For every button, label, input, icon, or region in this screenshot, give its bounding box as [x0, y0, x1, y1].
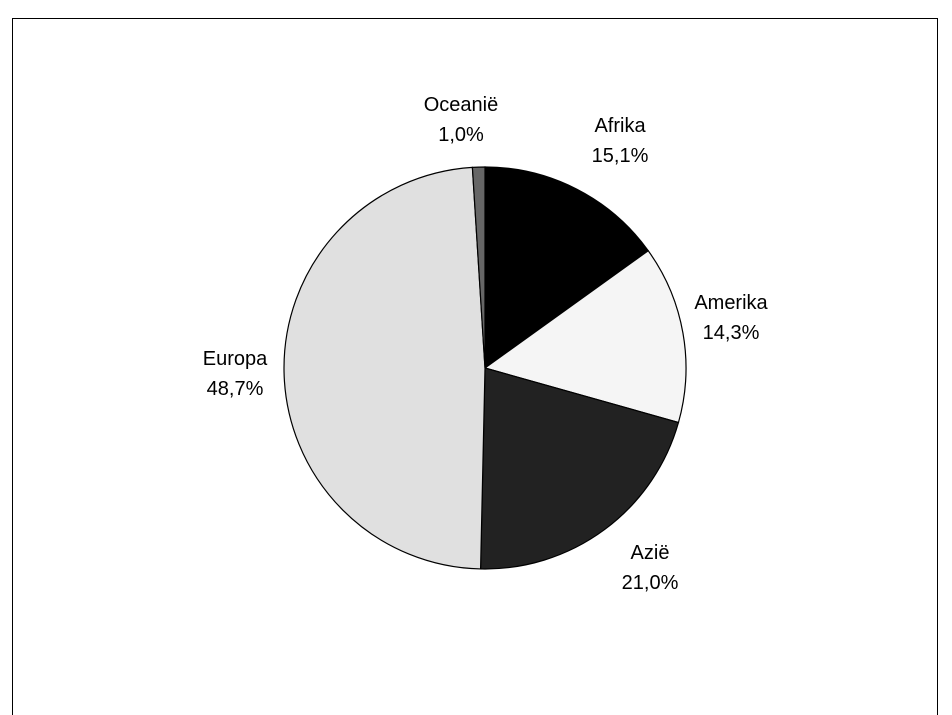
pie-chart: Afrika 15,1% Amerika 14,3% Azië 21,0% Europa 48…	[203, 94, 769, 594]
figure-caption	[0, 0, 952, 10]
slice-value-label: 14,3%	[703, 322, 760, 344]
pie-slices	[283, 166, 687, 570]
slice-value-label: 15,1%	[592, 145, 649, 167]
pie-slice-amerika	[483, 249, 687, 424]
pie-slice-oceani-	[471, 166, 486, 369]
slice-name-label: Azië	[631, 542, 670, 564]
slice-name-label: Amerika	[694, 292, 768, 314]
pie-slice-afrika	[484, 166, 650, 370]
slice-name-label: Europa	[203, 348, 268, 370]
pie-slice-europa	[283, 166, 486, 570]
slice-name-label: Afrika	[594, 115, 646, 137]
pie-slice-azi-	[479, 367, 680, 570]
slice-value-label: 1,0%	[438, 124, 484, 146]
slice-value-label: 48,7%	[207, 378, 264, 400]
pie-labels: Afrika 15,1% Amerika 14,3% Azië 21,0% Europa 48…	[203, 94, 769, 594]
slice-name-label: Oceanië	[424, 94, 499, 116]
slice-value-label: 21,0%	[622, 572, 679, 594]
chart-frame: Afrika 15,1% Amerika 14,3% Azië 21,0% Europa 48…	[12, 18, 938, 715]
